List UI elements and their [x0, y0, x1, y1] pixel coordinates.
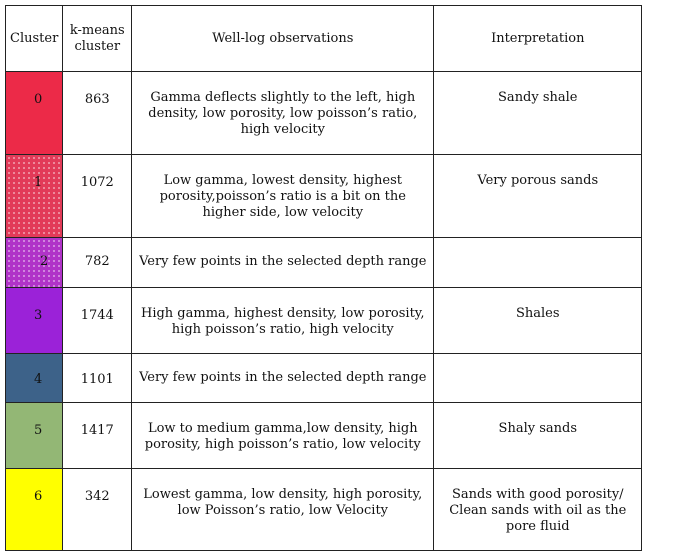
interpretation-cell [433, 237, 643, 288]
interpretation-cell: Sands with good porosity/ Clean sands wi… [433, 468, 643, 551]
observation-cell: Low gamma, lowest density, highest poros… [131, 154, 435, 238]
header-kmeans: k-means cluster [62, 5, 133, 72]
cluster-id: 1 [34, 175, 43, 190]
cluster-table: Cluster k-means cluster Well-log observa… [4, 5, 643, 551]
observation-cell: High gamma, highest density, low porosit… [131, 287, 435, 354]
table-row: 0 863 Gamma deflects slightly to the lef… [4, 71, 643, 155]
cluster-swatch: 5 [4, 402, 64, 469]
observation-text: Very few points in the selected depth ra… [139, 254, 427, 269]
cluster-count: 782 [84, 254, 110, 269]
header-observations: Well-log observations [131, 5, 435, 72]
table-row: 2 782 Very few points in the selected de… [4, 237, 643, 288]
count-cell: 1744 [62, 287, 133, 354]
interpretation-cell: Very porous sands [433, 154, 643, 238]
cluster-count: 342 [84, 489, 110, 504]
cluster-id: 6 [34, 489, 43, 504]
count-cell: 342 [62, 468, 133, 551]
cluster-swatch: 0 [4, 71, 64, 155]
interpretation-cell: Sandy shale [433, 71, 643, 155]
cluster-id: 5 [34, 423, 43, 438]
interpretation-text: Very porous sands [477, 173, 599, 188]
cluster-swatch: 2 [4, 237, 64, 288]
count-cell: 782 [62, 237, 133, 288]
interpretation-cell: Shales [433, 287, 643, 354]
interpretation-cell: Shaly sands [433, 402, 643, 469]
interpretation-text: Sandy shale [498, 90, 578, 105]
header-interpretation: Interpretation [433, 5, 643, 72]
cluster-swatch: 4 [4, 353, 64, 403]
header-cluster: Cluster [4, 5, 64, 72]
cluster-id: 3 [34, 308, 43, 323]
count-cell: 863 [62, 71, 133, 155]
cluster-count: 1744 [80, 308, 114, 323]
cluster-swatch: 3 [4, 287, 64, 354]
cluster-count: 1417 [80, 423, 114, 438]
count-cell: 1417 [62, 402, 133, 469]
cluster-count: 863 [84, 92, 110, 107]
interpretation-text: Sands with good porosity/ Clean sands wi… [449, 487, 627, 534]
observation-text: Very few points in the selected depth ra… [139, 370, 427, 385]
observation-text: Lowest gamma, low density, high porosity… [143, 487, 423, 518]
cluster-count: 1072 [80, 175, 114, 190]
observation-text: Gamma deflects slightly to the left, hig… [148, 90, 418, 137]
observation-cell: Gamma deflects slightly to the left, hig… [131, 71, 435, 155]
count-cell: 1101 [62, 353, 133, 403]
cluster-swatch: 6 [4, 468, 64, 551]
interpretation-cell [433, 353, 643, 403]
observation-text: Low to medium gamma,low density, high po… [144, 421, 421, 452]
cluster-id: 0 [34, 92, 43, 107]
cluster-count: 1101 [80, 372, 114, 387]
table-row: 6 342 Lowest gamma, low density, high po… [4, 468, 643, 551]
interpretation-text: Shaly sands [498, 421, 577, 436]
table-row: 1 1072 Low gamma, lowest density, highes… [4, 154, 643, 238]
observation-cell: Very few points in the selected depth ra… [131, 353, 435, 403]
count-cell: 1072 [62, 154, 133, 238]
observation-cell: Lowest gamma, low density, high porosity… [131, 468, 435, 551]
cluster-id: 2 [40, 254, 49, 269]
observation-cell: Low to medium gamma,low density, high po… [131, 402, 435, 469]
observation-text: High gamma, highest density, low porosit… [140, 306, 425, 337]
header-row: Cluster k-means cluster Well-log observa… [4, 5, 643, 72]
interpretation-text: Shales [516, 306, 560, 321]
table-row: 4 1101 Very few points in the selected d… [4, 353, 643, 403]
observation-text: Low gamma, lowest density, highest poros… [159, 173, 406, 220]
header-kmeans-line1: k-means [69, 22, 125, 38]
cluster-id: 4 [34, 372, 43, 387]
cluster-swatch: 1 [4, 154, 64, 238]
observation-cell: Very few points in the selected depth ra… [131, 237, 435, 288]
table-row: 5 1417 Low to medium gamma,low density, … [4, 402, 643, 469]
table-row: 3 1744 High gamma, highest density, low … [4, 287, 643, 354]
header-kmeans-line2: cluster [74, 38, 121, 54]
